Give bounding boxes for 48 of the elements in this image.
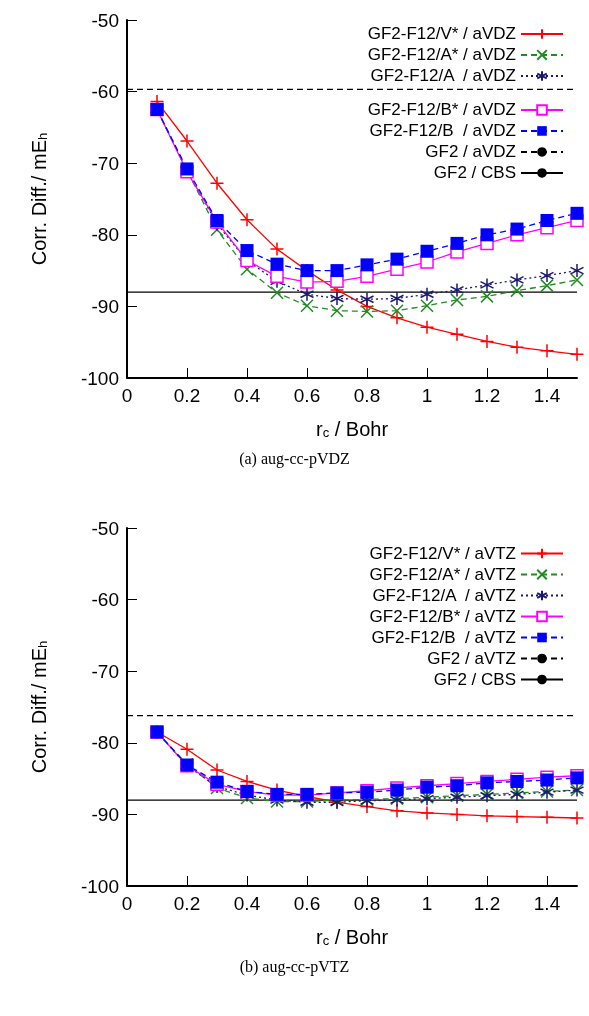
x-tick-label: 1.2 xyxy=(473,893,501,914)
legend-label: GF2-F12/A / aVDZ xyxy=(370,66,516,86)
legend-label: GF2-F12/A* / aVDZ xyxy=(367,45,516,65)
x-tick-label: 0.4 xyxy=(233,385,261,406)
y-tick-label: -50 xyxy=(91,517,119,539)
y-tick-label: -70 xyxy=(91,660,119,682)
y-axis-title: Corr. Diff./ mEh xyxy=(27,132,50,266)
legend-label: GF2-F12/B / aVTZ xyxy=(371,628,516,647)
y-tick-label: -90 xyxy=(91,803,119,825)
y-tick-label: -60 xyxy=(91,589,119,611)
legend-label: GF2 / aVDZ xyxy=(425,142,516,162)
legend-label: GF2 / CBS xyxy=(433,670,516,689)
x-tick-label: 0.8 xyxy=(353,385,381,406)
legend-label: GF2-F12/A / aVTZ xyxy=(372,586,516,605)
y-tick-label: -80 xyxy=(91,732,119,754)
x-tick-label: 0.6 xyxy=(293,385,321,406)
legend-label: GF2-F12/V* / aVTZ xyxy=(369,544,516,563)
legend-label: GF2-F12/B* / aVTZ xyxy=(369,607,516,626)
y-tick-label: -60 xyxy=(91,81,119,103)
x-tick-label: 1.2 xyxy=(473,385,501,406)
y-tick-label: -80 xyxy=(91,224,119,246)
x-tick-label: 1.4 xyxy=(533,893,561,914)
x-tick-label: 0.2 xyxy=(173,893,201,914)
legend-label: GF2 / aVTZ xyxy=(427,649,516,668)
y-tick-label: -50 xyxy=(91,9,119,31)
text: (b) aug-cc-pVTZ xyxy=(238,958,351,976)
text: (a) aug-cc-pVDZ xyxy=(238,450,351,468)
legend-label: GF2-F12/V* / aVDZ xyxy=(367,24,516,44)
x-tick-label: 0.8 xyxy=(353,893,381,914)
x-tick-label: 0 xyxy=(121,385,133,406)
y-tick-label: -100 xyxy=(80,875,119,897)
x-axis-title: rc / Bohr xyxy=(315,417,389,440)
x-tick-label: 1.4 xyxy=(533,385,561,406)
y-tick-label: -100 xyxy=(80,367,119,389)
legend-label: GF2 / CBS xyxy=(433,163,516,183)
x-tick-label: 0.2 xyxy=(173,385,201,406)
x-tick-label: 1 xyxy=(421,385,433,406)
x-tick-label: 0.6 xyxy=(293,893,321,914)
x-tick-label: 0 xyxy=(121,893,133,914)
legend-label: GF2-F12/B* / aVDZ xyxy=(367,100,516,120)
y-tick-label: -90 xyxy=(91,295,119,317)
y-axis-title: Corr. Diff./ mEh xyxy=(27,640,50,774)
x-tick-label: 0.4 xyxy=(233,893,261,914)
x-tick-label: 1 xyxy=(421,893,433,914)
legend-label: GF2-F12/B / aVDZ xyxy=(369,121,516,141)
y-tick-label: -70 xyxy=(91,152,119,174)
x-axis-title: rc / Bohr xyxy=(315,925,389,948)
legend-label: GF2-F12/A* / aVTZ xyxy=(369,565,516,584)
